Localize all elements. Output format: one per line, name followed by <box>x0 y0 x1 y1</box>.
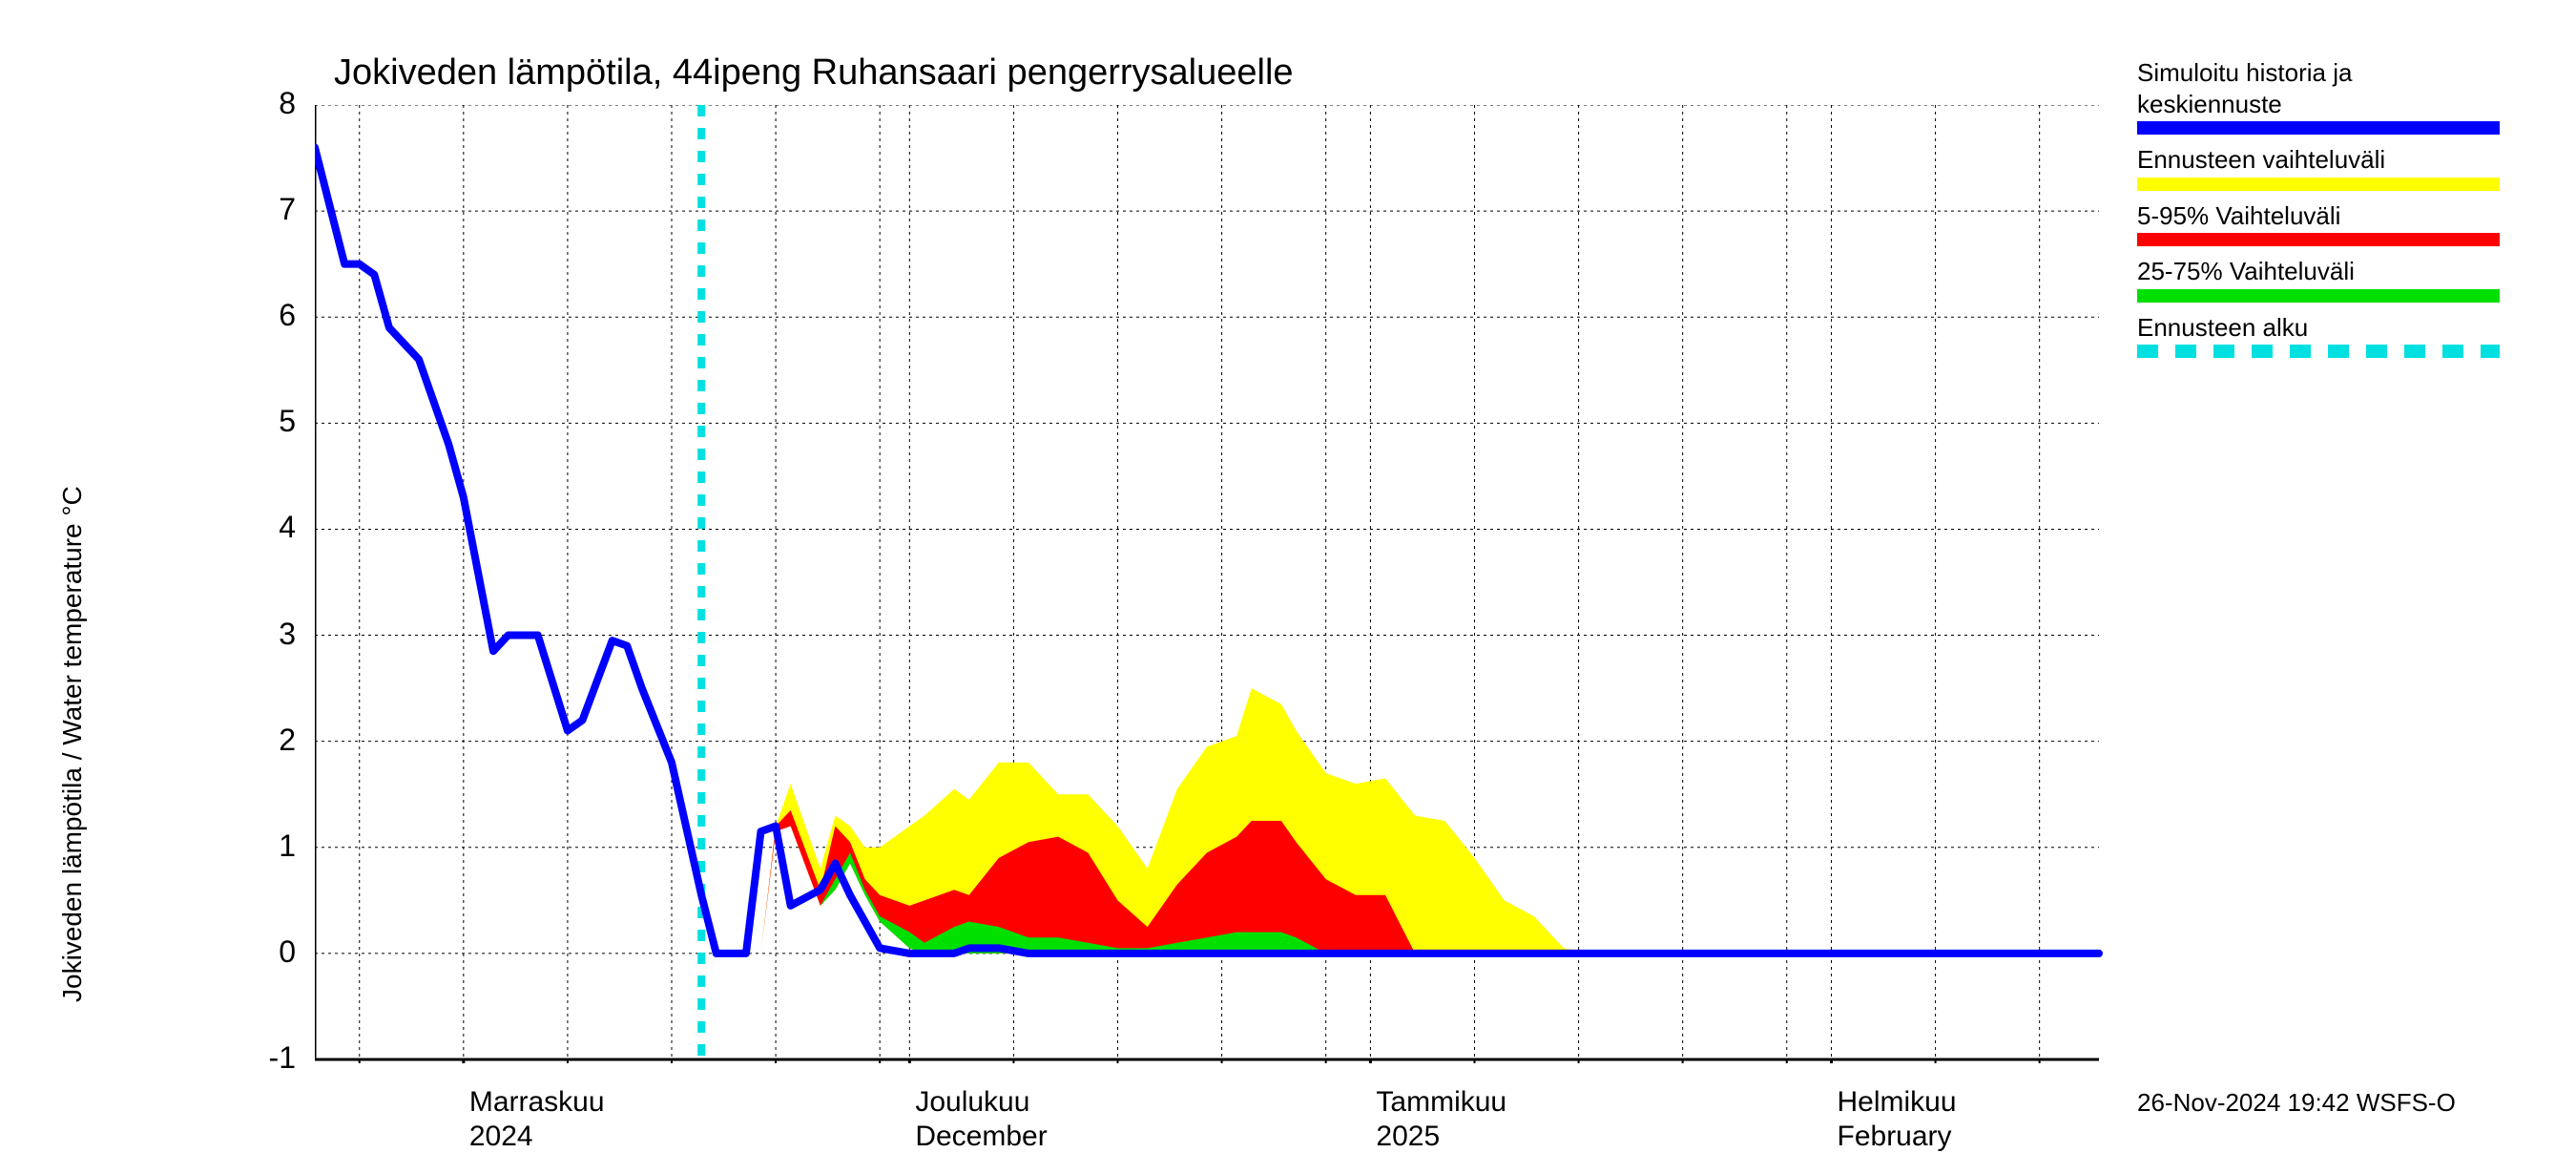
footer-timestamp: 26-Nov-2024 19:42 WSFS-O <box>2137 1088 2456 1118</box>
y-tick-label: 2 <box>239 723 296 758</box>
chart-title-text: Jokiveden lämpötila, 44ipeng Ruhansaari … <box>334 52 1294 93</box>
footer-text: 26-Nov-2024 19:42 WSFS-O <box>2137 1088 2456 1117</box>
legend-swatch <box>2137 233 2500 246</box>
legend-label: 5-95% Vaihteluväli <box>2137 200 2500 232</box>
x-tick-label: Joulukuu <box>915 1086 1029 1119</box>
legend-swatch <box>2137 121 2500 135</box>
legend-swatch <box>2137 345 2500 358</box>
legend-label: Ennusteen alku <box>2137 312 2500 344</box>
legend-label: Simuloitu historia ja <box>2137 57 2500 89</box>
y-tick-label: 1 <box>239 828 296 864</box>
chart-title: Jokiveden lämpötila, 44ipeng Ruhansaari … <box>334 52 1294 94</box>
legend-item: Ennusteen vaihteluväli <box>2137 144 2500 191</box>
y-tick-label: 7 <box>239 192 296 227</box>
legend-item: Ennusteen alku <box>2137 312 2500 359</box>
legend-label: 25-75% Vaihteluväli <box>2137 256 2500 287</box>
y-tick-label: 4 <box>239 510 296 545</box>
legend-swatch <box>2137 178 2500 191</box>
x-tick-label: 2025 <box>1376 1121 1440 1153</box>
y-axis-label-text: Jokiveden lämpötila / Water temperature … <box>57 486 87 1002</box>
legend-label: Ennusteen vaihteluväli <box>2137 144 2500 176</box>
y-tick-label: -1 <box>239 1040 296 1076</box>
legend-swatch <box>2137 289 2500 303</box>
legend: Simuloitu historia jakeskiennuste Ennuste… <box>2137 57 2500 367</box>
y-tick-label: 5 <box>239 404 296 439</box>
x-tick-label: 2024 <box>469 1121 533 1153</box>
x-tick-label: Marraskuu <box>469 1086 605 1119</box>
y-tick-label: 6 <box>239 298 296 333</box>
legend-item: 25-75% Vaihteluväli <box>2137 256 2500 303</box>
x-tick-label: Helmikuu <box>1838 1086 1957 1119</box>
x-tick-label: February <box>1838 1121 1952 1153</box>
chart-container: Jokiveden lämpötila / Water temperature … <box>0 0 2576 1145</box>
plot-area <box>315 105 2103 1063</box>
x-tick-label: Tammikuu <box>1376 1086 1506 1119</box>
x-tick-label: December <box>915 1121 1047 1153</box>
legend-label: keskiennuste <box>2137 89 2500 120</box>
y-tick-label: 8 <box>239 86 296 121</box>
y-tick-label: 0 <box>239 934 296 970</box>
legend-item: Simuloitu historia jakeskiennuste <box>2137 57 2500 135</box>
y-tick-label: 3 <box>239 617 296 652</box>
legend-item: 5-95% Vaihteluväli <box>2137 200 2500 247</box>
y-axis-label: Jokiveden lämpötila / Water temperature … <box>57 486 88 1002</box>
